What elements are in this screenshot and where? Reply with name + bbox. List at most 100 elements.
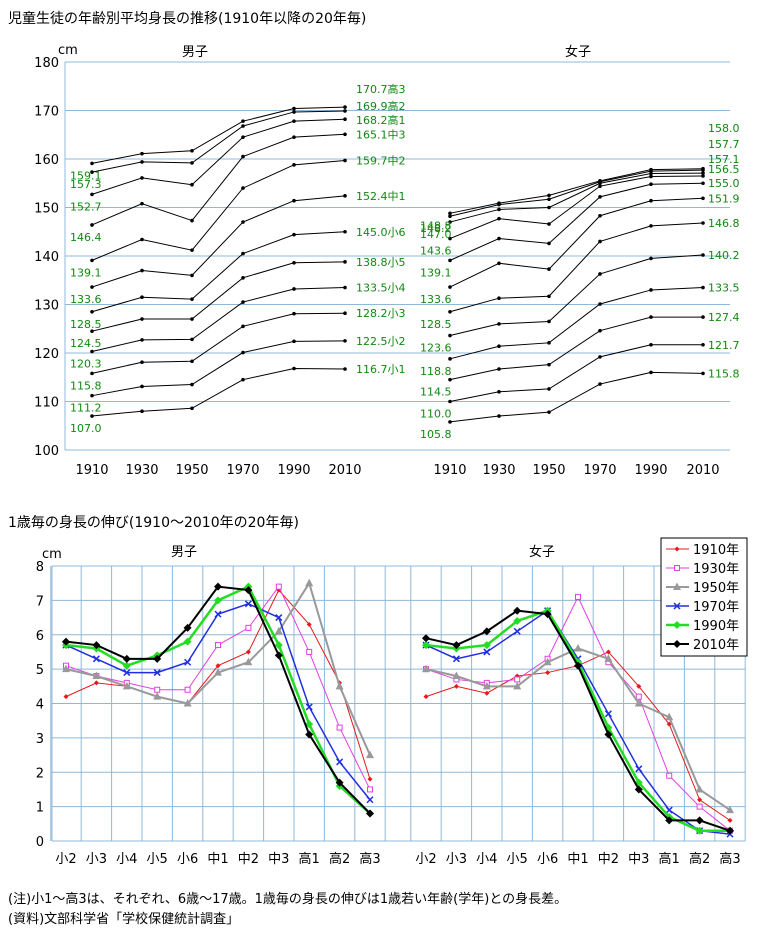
- data-point: [598, 184, 602, 188]
- data-point: [305, 578, 314, 587]
- data-point: [241, 124, 245, 128]
- data-point: [513, 617, 522, 625]
- data-point: [574, 661, 582, 670]
- end-value-label: 116.7小1: [356, 363, 406, 376]
- data-point: [140, 384, 144, 389]
- start-value-label: 111.2: [70, 402, 102, 415]
- data-point: [598, 382, 602, 386]
- data-point: [701, 285, 705, 290]
- end-value-label: 122.5小2: [356, 335, 406, 348]
- data-point: [92, 671, 101, 679]
- data-point: [666, 721, 672, 727]
- data-point: [274, 641, 283, 650]
- series-line: [91, 133, 346, 226]
- data-point: [275, 614, 283, 622]
- series-group: [423, 649, 733, 823]
- data-point: [122, 654, 131, 663]
- data-point: [598, 239, 602, 244]
- series-line: [91, 340, 346, 397]
- data-point: [190, 337, 194, 342]
- start-value-label: 133.6: [420, 293, 452, 306]
- x-tick-label: 高2: [329, 851, 350, 867]
- data-point: [448, 285, 452, 289]
- y-tick-label: 150: [34, 202, 59, 217]
- series-group: [62, 582, 374, 818]
- x-tick-label: 1910: [75, 463, 108, 478]
- data-point: [140, 237, 144, 242]
- data-point: [649, 370, 653, 375]
- y-tick-label: 170: [34, 105, 59, 120]
- data-point: [448, 357, 452, 361]
- data-point: [665, 806, 673, 814]
- data-point: [636, 683, 642, 689]
- series-line: [449, 371, 704, 423]
- data-point: [244, 657, 253, 666]
- data-point: [183, 623, 192, 632]
- data-point: [547, 410, 551, 414]
- data-point: [367, 776, 373, 782]
- data-point: [343, 105, 347, 109]
- data-point: [634, 785, 643, 794]
- data-point: [605, 649, 611, 655]
- data-point: [241, 154, 245, 159]
- data-point: [215, 663, 221, 669]
- data-point: [343, 339, 347, 343]
- y-tick-label: 110: [34, 396, 59, 411]
- end-value-label: 165.1中3: [356, 128, 406, 141]
- x-tick-label: 小6: [177, 852, 198, 867]
- data-point: [90, 309, 94, 314]
- data-point: [92, 641, 101, 650]
- data-point: [140, 409, 144, 414]
- data-point: [190, 359, 194, 364]
- data-point: [513, 681, 522, 690]
- data-point: [701, 196, 705, 201]
- data-point: [598, 328, 602, 333]
- x-tick-label: 1930: [482, 463, 515, 478]
- end-value-label: 138.8小5: [356, 256, 406, 269]
- start-value-label: 124.5: [70, 337, 102, 350]
- start-value-label: 128.5: [70, 318, 102, 331]
- data-point: [547, 267, 551, 271]
- panel-title: 女子: [529, 544, 555, 560]
- data-point: [649, 167, 653, 172]
- data-point: [292, 135, 296, 139]
- data-point: [292, 106, 296, 111]
- data-point: [701, 171, 705, 175]
- series-line: [449, 175, 704, 240]
- data-point: [422, 634, 430, 643]
- data-point: [184, 658, 192, 666]
- data-point: [673, 602, 681, 610]
- data-point: [497, 201, 501, 205]
- data-point: [140, 160, 144, 164]
- data-point: [336, 724, 343, 731]
- end-value-label: 152.4中1: [356, 190, 406, 203]
- y-tick-label: 160: [34, 153, 59, 168]
- y-tick-label: 130: [34, 299, 59, 314]
- data-point: [497, 367, 501, 371]
- legend-item: 1990年: [666, 619, 739, 634]
- data-point: [649, 342, 653, 347]
- x-tick-label: 高3: [359, 851, 380, 867]
- data-point: [452, 671, 461, 679]
- data-point: [92, 655, 100, 663]
- data-point: [701, 315, 705, 319]
- data-point: [497, 414, 501, 418]
- data-point: [448, 211, 452, 216]
- data-point: [245, 624, 252, 631]
- data-point: [604, 730, 613, 739]
- start-value-label: 110.0: [420, 408, 452, 421]
- data-point: [241, 377, 245, 382]
- data-point: [423, 694, 429, 700]
- x-tick-label: 小3: [446, 852, 467, 867]
- data-point: [245, 649, 251, 655]
- data-point: [673, 640, 681, 648]
- legend-label: 1970年: [693, 600, 739, 615]
- legend-label: 1950年: [693, 581, 739, 596]
- data-point: [154, 686, 161, 693]
- end-value-label: 140.2: [708, 249, 740, 262]
- data-point: [604, 654, 613, 662]
- data-point: [292, 339, 296, 344]
- data-point: [274, 651, 283, 660]
- data-point: [62, 664, 70, 673]
